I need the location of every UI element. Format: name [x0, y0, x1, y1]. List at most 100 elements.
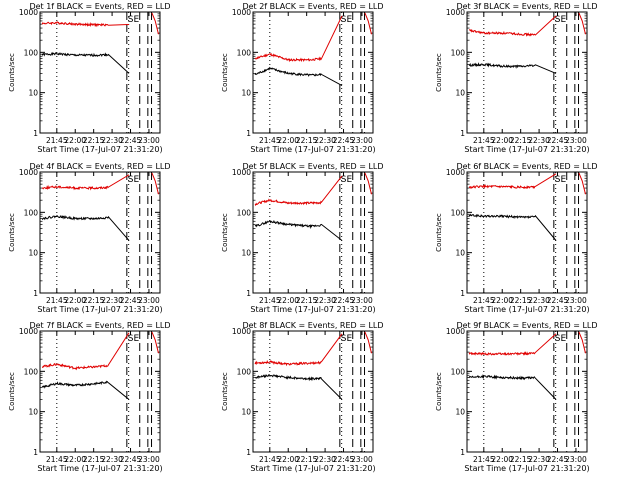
- y-tick-label: 1000: [232, 8, 251, 17]
- y-tick-label: 100: [451, 48, 466, 57]
- series-lld-tail: [151, 172, 159, 195]
- x-tick-label: 22:30: [101, 296, 123, 305]
- y-axis-label: Counts/sec: [435, 213, 443, 252]
- x-tick-label: 22:30: [101, 455, 123, 464]
- x-tick-label: 23:00: [138, 136, 160, 145]
- y-tick-label: 100: [24, 367, 39, 376]
- x-tick-label: 22:45: [333, 136, 355, 145]
- x-tick-label: 21:45: [259, 296, 281, 305]
- se-marker-label: SE: [128, 334, 140, 344]
- y-tick-label: 1: [246, 289, 251, 298]
- series-events-line: [41, 51, 130, 74]
- x-tick-label: 22:00: [491, 136, 513, 145]
- y-tick-label: 10: [28, 249, 38, 258]
- x-tick-label: 23:00: [351, 455, 373, 464]
- x-axis-label: Start Time (17-Jul-07 21:31:20): [250, 305, 375, 314]
- x-tick-label: 22:00: [491, 296, 513, 305]
- y-tick-label: 10: [28, 408, 38, 417]
- series-lld-line: [468, 173, 557, 190]
- panel-title: Det 7f BLACK = Events, RED = LLD: [29, 321, 170, 330]
- plot-frame: [252, 11, 374, 134]
- panel-title: Det 9f BLACK = Events, RED = LLD: [456, 321, 597, 330]
- series-lld-tail: [364, 12, 372, 35]
- x-tick-label: 21:45: [259, 455, 281, 464]
- panel-det-5: Det 5f BLACK = Events, RED = LLD 1 10 100 10…: [221, 162, 384, 314]
- se-marker-label: SE: [555, 15, 567, 25]
- x-axis-label: Start Time (17-Jul-07 21:31:20): [464, 305, 589, 314]
- series-events-line: [468, 373, 557, 400]
- plot-frame: [39, 330, 161, 453]
- x-tick-label: 22:00: [64, 136, 86, 145]
- y-axis-label: Counts/sec: [8, 372, 16, 411]
- y-axis-label: Counts/sec: [435, 53, 443, 92]
- x-tick-label: 22:00: [64, 296, 86, 305]
- series-lld-tail: [151, 331, 159, 354]
- y-tick-label: 100: [451, 208, 466, 217]
- series-lld-line: [41, 174, 130, 191]
- x-axis-label: Start Time (17-Jul-07 21:31:20): [37, 145, 162, 154]
- x-tick-label: 22:30: [528, 455, 550, 464]
- y-axis-label: Counts/sec: [221, 53, 229, 92]
- x-tick-label: 22:30: [528, 136, 550, 145]
- panel-det-6: Det 6f BLACK = Events, RED = LLD 1 10 100 10…: [435, 162, 598, 314]
- panel-det-3: Det 3f BLACK = Events, RED = LLD 1 10 100 10…: [435, 2, 598, 154]
- series-lld-line: [41, 21, 130, 28]
- y-tick-label: 1000: [446, 327, 465, 336]
- y-tick-label: 100: [237, 367, 252, 376]
- y-tick-label: 100: [24, 208, 39, 217]
- series-events-line: [468, 213, 557, 241]
- x-tick-label: 22:00: [277, 136, 299, 145]
- panel-title: Det 1f BLACK = Events, RED = LLD: [29, 2, 170, 11]
- series-events-line: [254, 373, 343, 400]
- x-tick-label: 21:45: [259, 136, 281, 145]
- x-tick-label: 23:00: [565, 455, 587, 464]
- y-tick-label: 10: [241, 249, 251, 258]
- series-events-line: [254, 66, 343, 87]
- x-tick-label: 22:30: [528, 296, 550, 305]
- x-tick-label: 22:30: [314, 455, 336, 464]
- x-tick-label: 22:45: [120, 136, 142, 145]
- x-tick-label: 23:00: [351, 296, 373, 305]
- plot-frame: [252, 171, 374, 294]
- x-tick-label: 21:45: [46, 455, 68, 464]
- y-tick-label: 1000: [232, 168, 251, 177]
- y-tick-label: 10: [455, 89, 465, 98]
- x-tick-label: 22:00: [64, 455, 86, 464]
- y-tick-label: 1000: [446, 8, 465, 17]
- x-tick-label: 22:45: [333, 455, 355, 464]
- series-lld-line: [254, 333, 343, 367]
- panel-title: Det 8f BLACK = Events, RED = LLD: [242, 321, 383, 330]
- plot-frame: [466, 11, 588, 134]
- x-tick-label: 21:45: [46, 136, 68, 145]
- x-tick-label: 21:45: [473, 455, 495, 464]
- series-lld-tail: [578, 331, 586, 354]
- x-tick-label: 22:45: [547, 296, 569, 305]
- y-axis-label: Counts/sec: [435, 372, 443, 411]
- series-events-line: [468, 62, 557, 74]
- x-axis-label: Start Time (17-Jul-07 21:31:20): [250, 464, 375, 473]
- series-lld-line: [254, 175, 343, 207]
- y-tick-label: 100: [24, 48, 39, 57]
- y-tick-label: 1: [460, 289, 465, 298]
- x-tick-label: 22:30: [101, 136, 123, 145]
- y-tick-label: 100: [451, 367, 466, 376]
- y-axis-label: Counts/sec: [221, 372, 229, 411]
- series-lld-line: [254, 15, 343, 63]
- plot-frame: [252, 330, 374, 453]
- y-tick-label: 100: [237, 48, 252, 57]
- series-lld-line: [42, 332, 130, 371]
- y-tick-label: 1: [460, 448, 465, 457]
- plot-frame: [466, 330, 588, 453]
- plot-frame: [39, 11, 161, 134]
- series-lld-line: [469, 15, 557, 37]
- panel-det-4: Det 4f BLACK = Events, RED = LLD 1 10 100 10…: [8, 162, 171, 314]
- x-tick-label: 22:15: [296, 455, 318, 464]
- se-marker-label: SE: [555, 334, 567, 344]
- se-marker-label: SE: [341, 175, 353, 185]
- x-tick-label: 21:45: [46, 296, 68, 305]
- panel-det-8: Det 8f BLACK = Events, RED = LLD 1 10 100 10…: [221, 321, 384, 473]
- y-tick-label: 10: [455, 249, 465, 258]
- y-tick-label: 10: [241, 89, 251, 98]
- x-tick-label: 23:00: [565, 296, 587, 305]
- x-tick-label: 22:15: [83, 455, 105, 464]
